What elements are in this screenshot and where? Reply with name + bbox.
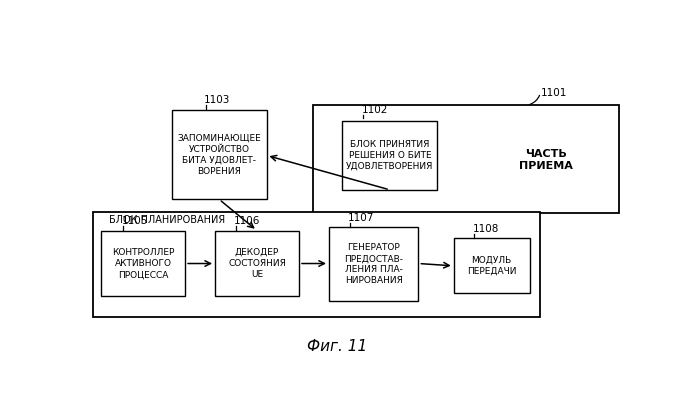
Bar [101,231,185,296]
Bar [342,121,438,190]
Bar [215,231,299,296]
Text: 1103: 1103 [204,95,230,105]
Text: ЗАПОМИНАЮЩЕЕ
УСТРОЙСТВО
БИТА УДОВЛЕТ-
ВОРЕНИЯ: ЗАПОМИНАЮЩЕЕ УСТРОЙСТВО БИТА УДОВЛЕТ- ВО… [177,133,261,176]
Text: 1101: 1101 [540,88,567,98]
Text: ДЕКОДЕР
СОСТОЯНИЯ
UE: ДЕКОДЕР СОСТОЯНИЯ UE [228,248,286,279]
Bar [454,239,530,293]
Text: 1108: 1108 [473,224,499,234]
Text: 1105: 1105 [122,216,148,226]
Text: 1107: 1107 [348,213,374,223]
Bar [313,105,619,213]
Bar [93,212,540,317]
Text: БЛОК ПРИНЯТИЯ
РЕШЕНИЯ О БИТЕ
УДОВЛЕТВОРЕНИЯ: БЛОК ПРИНЯТИЯ РЕШЕНИЯ О БИТЕ УДОВЛЕТВОРЕ… [346,140,433,171]
Text: БЛОК ПЛАНИРОВАНИЯ: БЛОК ПЛАНИРОВАНИЯ [109,214,225,225]
Text: ЧАСТЬ
ПРИЕМА: ЧАСТЬ ПРИЕМА [519,149,573,171]
Bar [172,110,267,199]
Bar [329,228,419,301]
Text: МОДУЛЬ
ПЕРЕДАЧИ: МОДУЛЬ ПЕРЕДАЧИ [467,256,517,276]
Text: 1106: 1106 [234,216,260,226]
Text: 1102: 1102 [361,105,388,115]
Text: КОНТРОЛЛЕР
АКТИВНОГО
ПРОЦЕССА: КОНТРОЛЛЕР АКТИВНОГО ПРОЦЕССА [112,248,174,279]
Text: Фиг. 11: Фиг. 11 [307,339,368,354]
Text: ГЕНЕРАТОР
ПРЕДОСТАВ-
ЛЕНИЯ ПЛА-
НИРОВАНИЯ: ГЕНЕРАТОР ПРЕДОСТАВ- ЛЕНИЯ ПЛА- НИРОВАНИ… [344,243,403,285]
